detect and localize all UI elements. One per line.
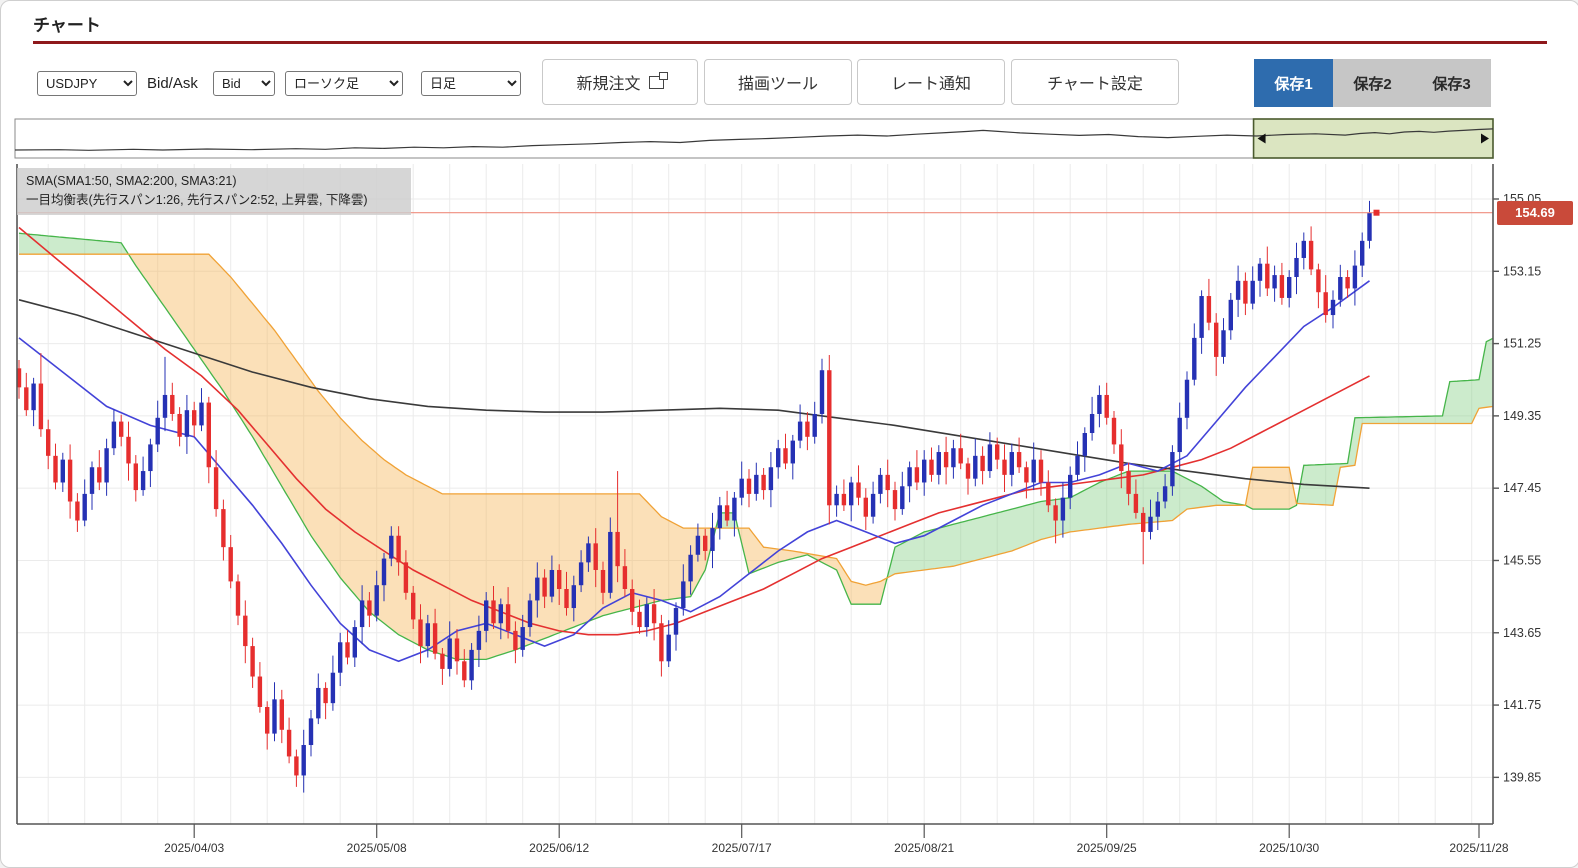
overview-strip [14,118,1494,159]
overview-selection[interactable] [1252,118,1494,159]
current-price-label: 154.69 [1497,200,1573,225]
save-tab-2[interactable]: 保存2 [1353,75,1392,93]
date-tick-label: 2025/08/21 [894,841,954,855]
bid-ask-label: Bid/Ask [147,75,198,92]
date-tick-label: 2025/09/25 [1077,841,1137,855]
overview-line [14,128,1494,151]
price-tick-label: 153.15 [1503,264,1541,278]
bid-ask-select[interactable]: Bid [213,71,275,96]
new-order-button[interactable]: 新規注文 [542,59,698,105]
date-tick-label: 2025/11/28 [1449,841,1508,855]
save-tab-1[interactable]: 保存1 [1254,59,1333,107]
last-price-marker [1373,209,1380,216]
date-tick-label: 2025/05/08 [347,841,407,855]
scroll-left-arrow-icon[interactable] [1257,133,1266,144]
sma-lines [18,226,1370,663]
sma-21-line [18,280,1370,663]
drawing-tools-button[interactable]: 描画ツール [704,59,852,105]
sma-200-line [18,299,1370,489]
chart-type-select[interactable]: ローソク足 [285,71,403,96]
price-tick-label: 145.55 [1503,553,1541,567]
date-tick-label: 2025/10/30 [1259,841,1319,855]
price-tick-label: 139.85 [1503,770,1541,784]
timeframe-select[interactable]: 日足 [421,71,521,96]
indicator-legend: SMA(SMA1:50, SMA2:200, SMA3:21) 一目均衡表(先行… [17,168,411,215]
price-tick-label: 149.35 [1503,409,1541,423]
save-tabs: 保存1 保存2 保存3 [1254,59,1491,107]
price-tick-label: 143.65 [1503,626,1541,640]
save-tab-3[interactable]: 保存3 [1432,75,1471,93]
price-tick-label: 147.45 [1503,481,1541,495]
price-tick-label: 151.25 [1503,337,1541,351]
date-tick-label: 2025/07/17 [712,841,772,855]
page-title: チャート [33,16,101,35]
date-tick-label: 2025/06/12 [529,841,589,855]
candles-layer [17,200,1372,793]
symbol-select[interactable]: USDJPY [37,71,137,96]
date-tick-label: 2025/04/03 [164,841,224,855]
new-order-label: 新規注文 [576,76,641,93]
sma-legend: SMA(SMA1:50, SMA2:200, SMA3:21) [26,174,237,188]
price-tick-label: 141.75 [1503,698,1541,712]
open-new-window-icon [648,71,668,89]
title-rule [33,41,1547,44]
chart-settings-button[interactable]: チャート設定 [1011,59,1179,105]
rate-alert-button[interactable]: レート通知 [857,59,1005,105]
ichimoku-legend: 一目均衡表(先行スパン1:26, 先行スパン2:52, 上昇雲, 下降雲) [26,193,368,208]
scroll-right-arrow-icon[interactable] [1481,133,1489,144]
